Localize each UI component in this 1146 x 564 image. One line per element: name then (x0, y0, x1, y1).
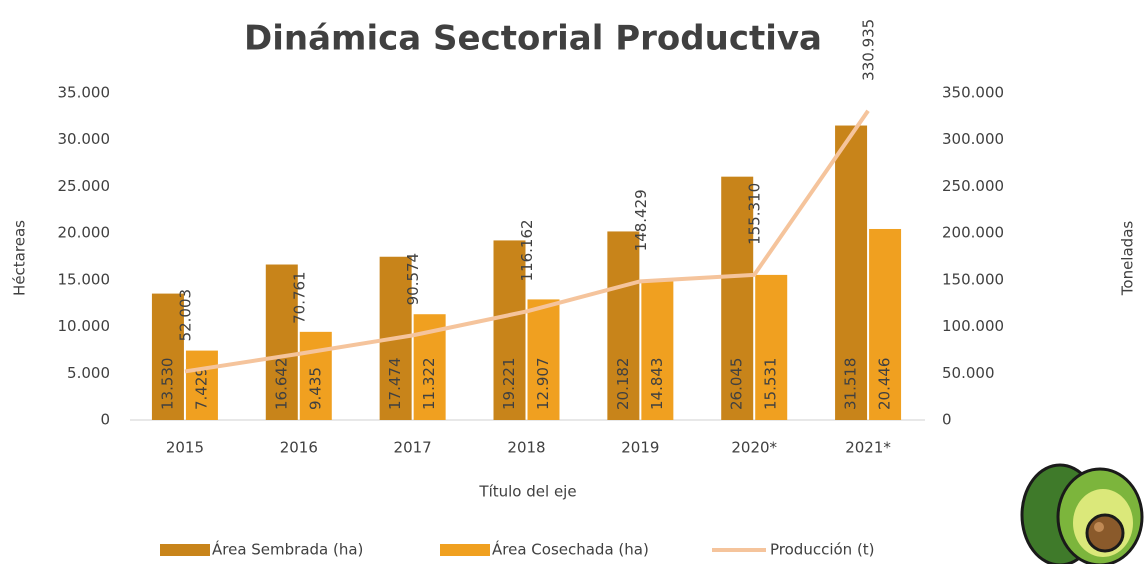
value-label: 13.530 (158, 358, 176, 411)
y-tick-label: 35.000 (58, 84, 111, 102)
legend-label: Producción (t) (770, 541, 875, 559)
value-label: 52.003 (176, 289, 194, 342)
value-label: 90.574 (404, 253, 422, 306)
y2-tick-label: 150.000 (942, 270, 1004, 288)
y-axis-title: Héctareas (11, 220, 29, 296)
value-label: 20.182 (614, 358, 632, 411)
y-tick-label: 30.000 (58, 130, 111, 148)
value-label: 15.531 (762, 358, 780, 411)
legend-swatch (440, 544, 490, 556)
y2-tick-label: 0 (942, 411, 952, 429)
legend-label: Área Sembrada (ha) (212, 540, 363, 559)
y-tick-label: 5.000 (67, 364, 110, 382)
legend-swatch (160, 544, 210, 556)
x-tick-label: 2017 (394, 439, 432, 457)
value-label: 148.429 (632, 189, 650, 251)
value-label: 7.429 (192, 367, 210, 410)
chart: Dinámica Sectorial Productiva Héctareas … (0, 0, 1146, 564)
y2-tick-label: 350.000 (942, 84, 1004, 102)
y2-tick-label: 100.000 (942, 317, 1004, 335)
chart-title: Dinámica Sectorial Productiva (244, 19, 822, 59)
x-axis-title: Título del eje (478, 483, 576, 501)
y-tick-label: 10.000 (58, 317, 111, 335)
x-tick-label: 2015 (166, 439, 204, 457)
value-label: 9.435 (306, 367, 324, 410)
value-label: 20.446 (876, 358, 894, 411)
value-label: 12.907 (534, 358, 552, 411)
x-tick-label: 2020* (731, 439, 777, 457)
y2-axis-title: Toneladas (1119, 221, 1137, 297)
y2-tick-label: 250.000 (942, 177, 1004, 195)
value-label: 116.162 (518, 219, 536, 281)
y2-tick-label: 200.000 (942, 224, 1004, 242)
value-label: 330.935 (860, 19, 878, 81)
y-tick-label: 0 (100, 411, 110, 429)
y-tick-label: 20.000 (58, 224, 111, 242)
value-label: 11.322 (420, 358, 438, 411)
value-label: 70.761 (290, 271, 308, 324)
x-tick-label: 2021* (845, 439, 891, 457)
y2-tick-label: 50.000 (942, 364, 995, 382)
y-tick-label: 15.000 (58, 270, 111, 288)
value-label: 16.642 (272, 358, 290, 411)
y-tick-label: 25.000 (58, 177, 111, 195)
value-label: 155.310 (746, 183, 764, 245)
value-label: 26.045 (728, 358, 746, 411)
value-label: 31.518 (842, 358, 860, 411)
x-tick-label: 2018 (507, 439, 545, 457)
value-label: 14.843 (648, 358, 666, 411)
legend-label: Área Cosechada (ha) (492, 540, 649, 559)
value-label: 17.474 (386, 358, 404, 411)
y2-tick-label: 300.000 (942, 130, 1004, 148)
avocado-icon (1022, 465, 1142, 564)
value-label: 19.221 (500, 358, 518, 411)
x-tick-label: 2016 (280, 439, 318, 457)
x-tick-label: 2019 (621, 439, 659, 457)
